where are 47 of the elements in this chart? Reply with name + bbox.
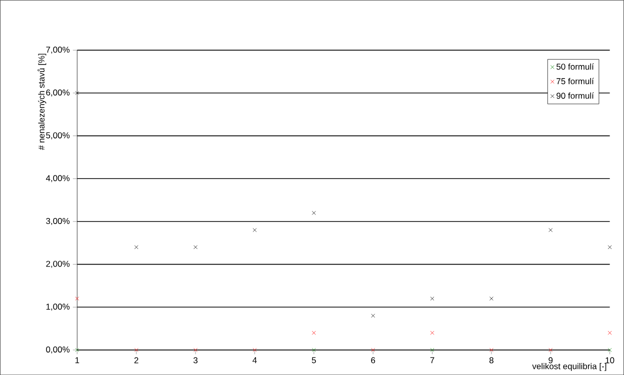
point bbox=[608, 330, 612, 335]
x-tick-label: 2 bbox=[134, 357, 138, 364]
point bbox=[548, 228, 553, 232]
point bbox=[75, 296, 80, 300]
point bbox=[194, 245, 198, 250]
y-tick-label: 6,00% bbox=[46, 89, 70, 96]
x-tick-label: 10 bbox=[606, 357, 614, 364]
y-tick-label: 5,00% bbox=[46, 132, 70, 140]
y-tick-label: 7,00% bbox=[46, 46, 70, 54]
point bbox=[608, 245, 612, 250]
x-axis-title: velikost equilibria [-] bbox=[532, 362, 606, 371]
point bbox=[371, 314, 376, 318]
y-tick-label: 4,00% bbox=[46, 175, 70, 182]
point bbox=[134, 245, 138, 250]
x-tick-label: 7 bbox=[430, 357, 434, 364]
point bbox=[75, 348, 80, 352]
legend-label: 50 formulí bbox=[556, 63, 594, 70]
x-tick-label: 4 bbox=[252, 357, 257, 364]
x-tick-label: 8 bbox=[489, 357, 494, 364]
y-tick-label: 0,00% bbox=[46, 346, 70, 354]
legend-label: 75 formulí bbox=[556, 78, 594, 84]
x-tick-label: 9 bbox=[548, 357, 553, 364]
y-tick-label: 3,00% bbox=[46, 218, 70, 225]
y-tick-label: 2,00% bbox=[46, 260, 70, 268]
point bbox=[489, 296, 494, 300]
legend-label: 90 formulí bbox=[556, 92, 594, 99]
point bbox=[430, 296, 434, 300]
x-tick-label: 6 bbox=[371, 357, 376, 364]
y-tick-label: 1,00% bbox=[46, 304, 70, 311]
point bbox=[608, 348, 612, 352]
point bbox=[312, 210, 316, 215]
point bbox=[194, 348, 198, 352]
x-tick-label: 1 bbox=[75, 357, 80, 364]
point bbox=[430, 330, 434, 335]
point bbox=[371, 348, 376, 352]
point bbox=[312, 330, 316, 335]
point bbox=[252, 348, 257, 352]
point bbox=[75, 90, 80, 95]
point bbox=[252, 228, 257, 232]
point bbox=[489, 348, 494, 352]
point bbox=[312, 348, 316, 352]
point bbox=[134, 348, 138, 352]
x-tick-label: 5 bbox=[312, 357, 316, 364]
y-axis-title: # nenalezených stavů [%] bbox=[38, 54, 46, 150]
x-tick-label: 3 bbox=[193, 357, 198, 364]
point bbox=[430, 348, 434, 352]
point bbox=[548, 348, 553, 352]
